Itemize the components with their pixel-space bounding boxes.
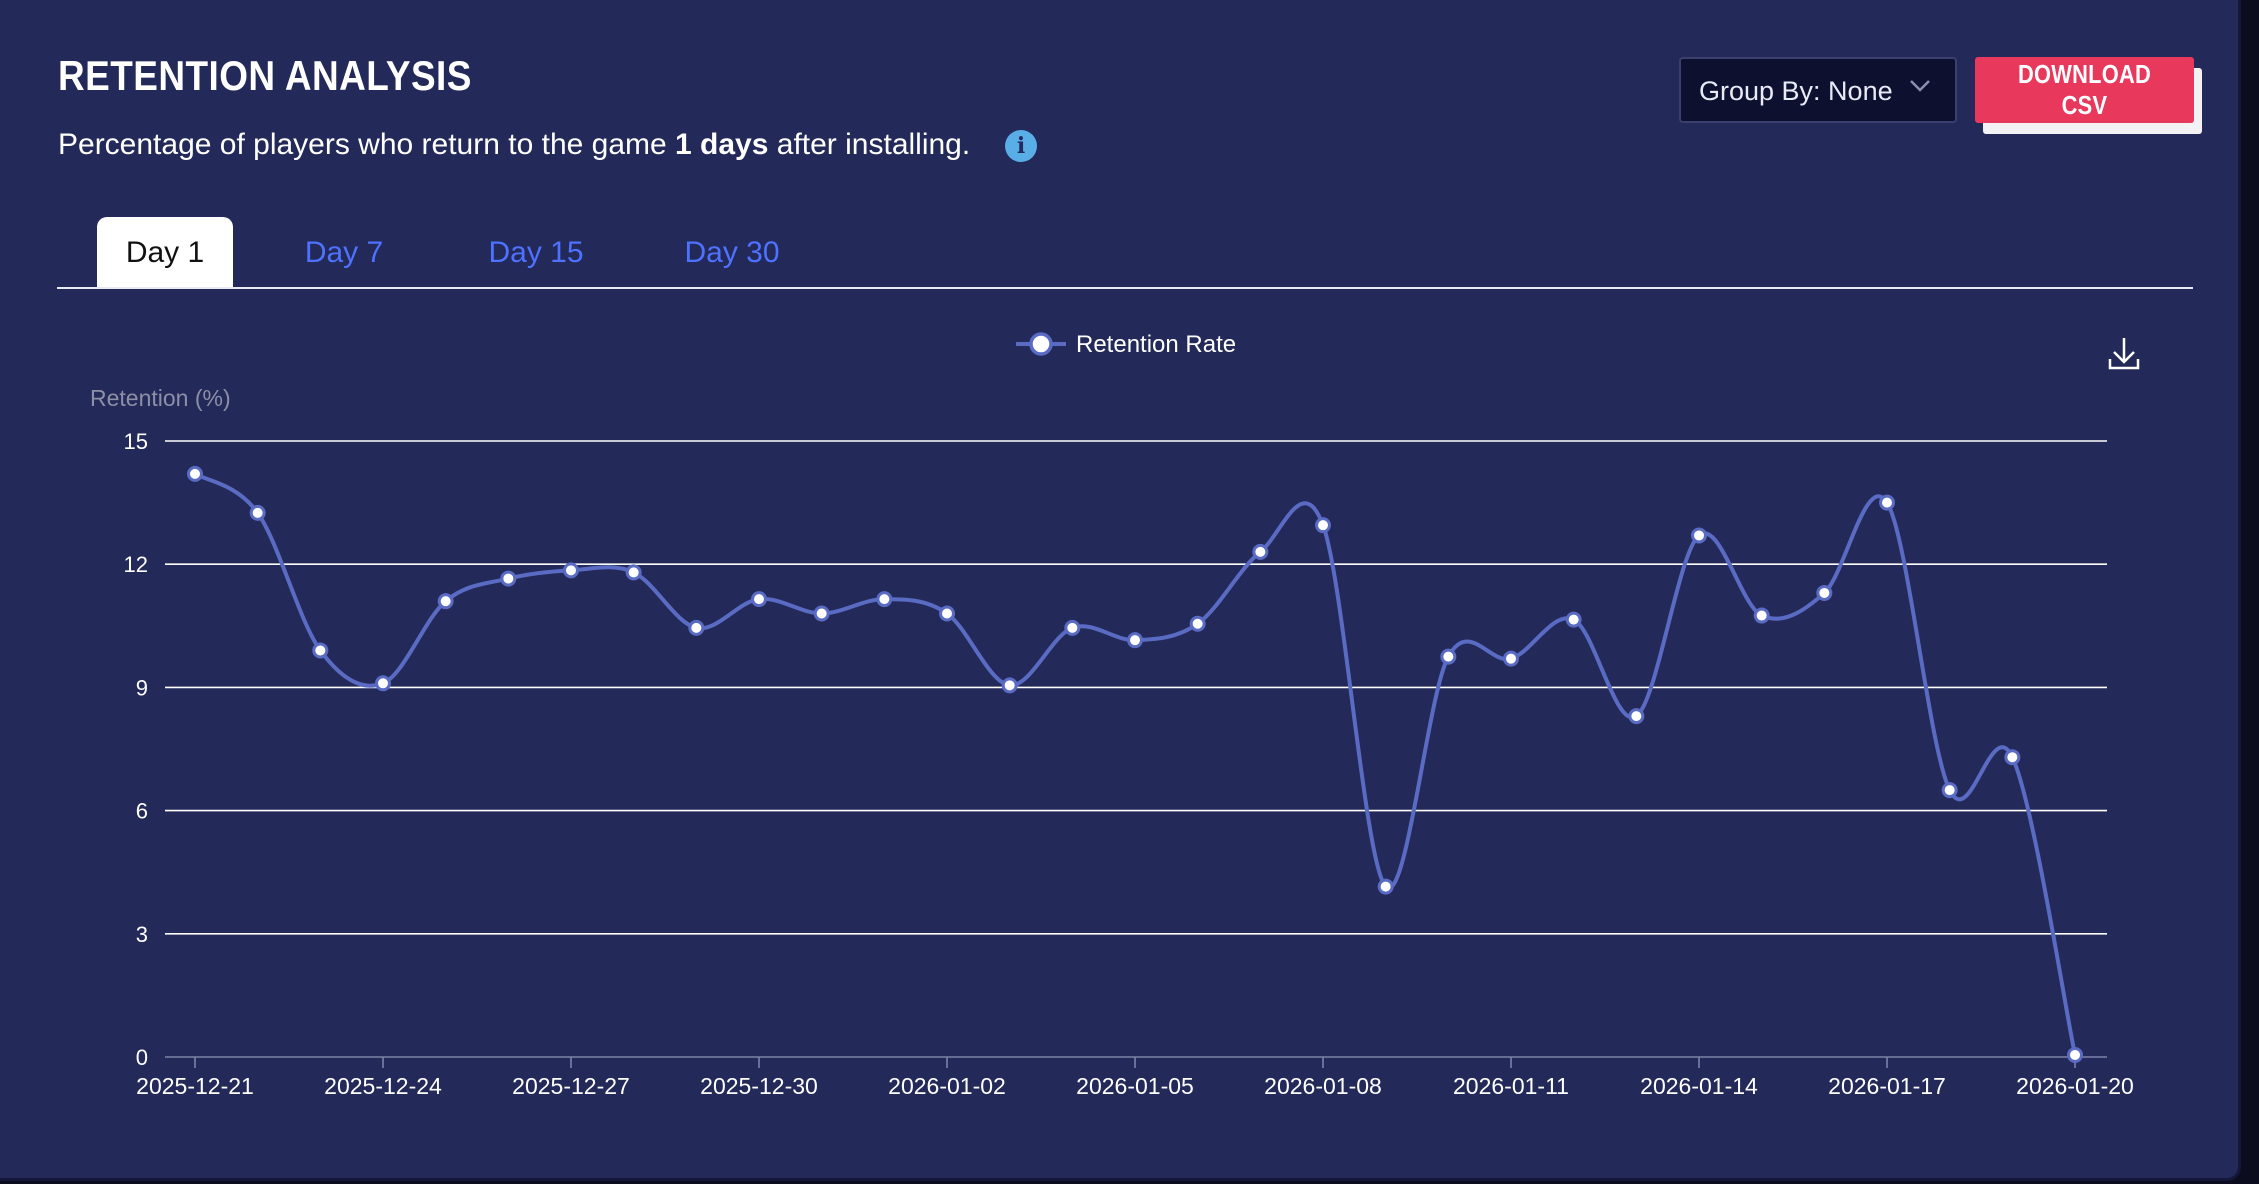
data-point	[813, 605, 830, 622]
chevron-down-icon	[1909, 79, 1931, 98]
data-point	[312, 642, 329, 659]
data-point	[1628, 708, 1645, 725]
tab-day-1[interactable]: Day 1	[97, 217, 233, 287]
data-point	[1941, 782, 1958, 799]
data-point	[1816, 584, 1833, 601]
subtitle-days-value: 1 days	[675, 128, 769, 161]
x-tick-label: 2026-01-17	[1828, 1073, 1946, 1099]
data-point	[187, 465, 203, 482]
legend-label-retention-rate: Retention Rate	[1076, 331, 1236, 358]
x-tick-label: 2026-01-08	[1264, 1073, 1382, 1099]
series-line-retention-rate	[193, 472, 2077, 1056]
y-tick-label: 3	[136, 922, 148, 947]
data-point	[625, 564, 642, 581]
data-point	[2004, 749, 2021, 766]
data-point	[1691, 527, 1708, 544]
data-point	[1565, 611, 1582, 628]
chart-legend[interactable]: Retention Rate	[1016, 331, 1236, 358]
x-tick-label: 2026-01-20	[2016, 1073, 2134, 1099]
x-tick-label: 2026-01-05	[1076, 1073, 1194, 1099]
retention-tabs: Day 1 Day 7 Day 15 Day 30	[57, 217, 2193, 289]
data-point	[751, 591, 768, 608]
data-point	[500, 570, 517, 587]
data-point	[1252, 543, 1269, 560]
group-by-select[interactable]: Group By: None	[1679, 57, 1957, 123]
x-axis-ticks: 2025-12-21 2025-12-24 2025-12-27 2025-12-30…	[136, 1057, 2134, 1099]
y-tick-label: 9	[136, 675, 148, 700]
download-csv-button[interactable]: DOWNLOAD CSV	[1975, 57, 2194, 123]
data-point	[2067, 1046, 2084, 1063]
data-point	[1127, 632, 1144, 649]
group-by-label: Group By: None	[1699, 76, 1893, 106]
y-axis-title: Retention (%)	[90, 385, 231, 411]
data-point	[375, 675, 392, 692]
data-point	[249, 504, 266, 521]
page-title: RETENTION ANALYSIS	[58, 52, 472, 99]
x-tick-label: 2025-12-21	[136, 1073, 254, 1099]
data-point	[437, 593, 454, 610]
x-tick-label: 2025-12-27	[512, 1073, 630, 1099]
tab-day-15[interactable]: Day 15	[488, 236, 584, 269]
data-point	[1189, 615, 1206, 632]
data-point	[876, 591, 893, 608]
data-point	[1064, 619, 1081, 636]
x-tick-label: 2026-01-02	[888, 1073, 1006, 1099]
data-point	[939, 605, 956, 622]
data-point	[1753, 607, 1770, 624]
x-tick-label: 2026-01-11	[1453, 1073, 1569, 1099]
y-axis-ticks: 0 3 6 9 12 15	[124, 429, 148, 1070]
data-point	[1879, 494, 1896, 511]
download-icon[interactable]	[2105, 333, 2143, 375]
info-icon[interactable]: i	[1005, 130, 1037, 162]
data-point	[688, 619, 705, 636]
data-point	[563, 562, 580, 579]
y-tick-label: 12	[124, 552, 148, 577]
tab-day-30[interactable]: Day 30	[684, 236, 780, 269]
data-point	[1315, 517, 1332, 534]
y-tick-label: 15	[124, 429, 148, 454]
x-tick-label: 2025-12-24	[324, 1073, 442, 1099]
data-point	[1503, 650, 1520, 667]
y-tick-label: 6	[136, 799, 148, 824]
data-points	[187, 465, 2084, 1063]
data-point	[1440, 648, 1457, 665]
subtitle-text-after: after installing.	[768, 128, 971, 161]
x-tick-label: 2025-12-30	[700, 1073, 818, 1099]
y-tick-label: 0	[136, 1045, 148, 1070]
legend-point-marker	[1029, 332, 1053, 356]
grid-lines	[165, 440, 2107, 935]
data-point	[1001, 677, 1018, 694]
data-point	[1377, 878, 1394, 895]
tab-day-7[interactable]: Day 7	[304, 236, 384, 269]
x-tick-label: 2026-01-14	[1640, 1073, 1758, 1099]
page-subtitle: Percentage of players who return to the …	[58, 128, 970, 162]
download-csv-label: DOWNLOAD CSV	[2017, 59, 2152, 120]
subtitle-text-before: Percentage of players who return to the …	[58, 128, 676, 161]
